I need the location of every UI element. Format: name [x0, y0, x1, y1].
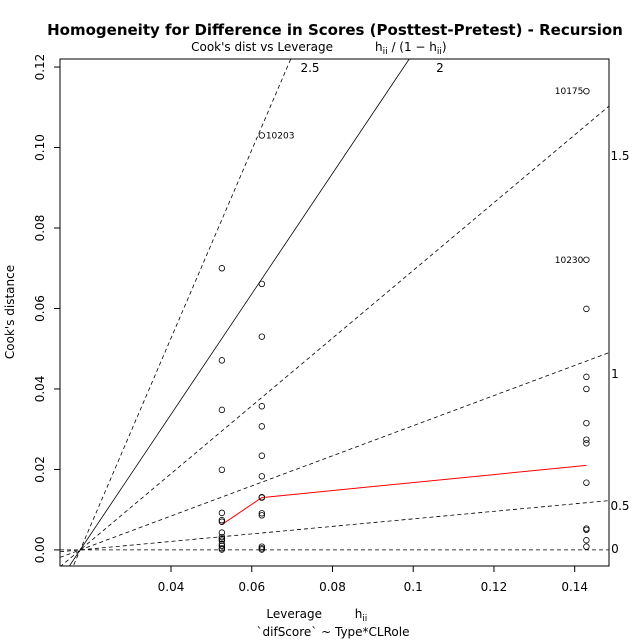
smooth-line [221, 464, 587, 525]
data-point [218, 518, 226, 525]
data-point [583, 419, 590, 427]
y-tick-label: 0.12 [33, 54, 47, 81]
data-point [218, 265, 226, 272]
point-label-10203: 10203 [266, 131, 295, 141]
chart-title: Homogeneity for Difference in Scores (Po… [47, 21, 623, 39]
y-tick-label: 0.08 [33, 215, 47, 242]
data-point [218, 406, 226, 414]
contour-label-2: 2 [436, 61, 444, 75]
y-axis-label: Cook's distance [3, 265, 17, 359]
contour-line-0-5 [60, 500, 609, 553]
data-point [258, 333, 266, 340]
x-axis-label-symbol: hii [355, 607, 368, 624]
data-point [583, 373, 590, 381]
point-label-10175: 10175 [555, 87, 584, 97]
x-tick-label: 0.08 [319, 580, 346, 594]
data-point [258, 452, 266, 459]
contour-line-2-5 [72, 59, 292, 566]
data-point [583, 479, 590, 486]
y-tick-label: 0.02 [33, 456, 47, 483]
data-point [218, 535, 226, 543]
x-tick-label: 0.14 [561, 580, 588, 594]
y-tick-label: 0.10 [33, 134, 47, 161]
y-tick-label: 0.00 [33, 537, 47, 564]
data-point [258, 473, 266, 480]
data-point [218, 529, 226, 536]
data-point [583, 537, 590, 544]
x-axis-caption: `difScore` ~ Type*CLRole [257, 625, 410, 639]
data-point [583, 526, 590, 533]
data-point [258, 403, 266, 410]
data-point [583, 436, 590, 443]
data-point [258, 423, 266, 430]
axes: 0.04 0.06 0.08 0.1 0.12 0.14 0.00 0.02 0.04 0.06 0… [33, 54, 588, 594]
contour-label-1: 1 [611, 367, 619, 381]
data-point [583, 305, 590, 313]
data-point [258, 512, 266, 519]
x-tick-label: 0.1 [404, 580, 423, 594]
chart-subtitle-formula: hii / (1 − hii) [375, 40, 447, 57]
data-point [218, 546, 226, 553]
data-point [258, 543, 266, 550]
data-point [218, 516, 226, 524]
data-point [583, 87, 590, 95]
chart-subtitle: Cook's dist vs Leverage [191, 40, 333, 54]
contour-line-1 [60, 352, 609, 558]
data-point [583, 543, 590, 550]
contour-label-0-5: 0.5 [610, 499, 629, 513]
contour-label-2-5: 2.5 [300, 61, 319, 75]
data-point [258, 546, 266, 553]
data-point [218, 466, 226, 474]
contour-label-0: 0 [611, 542, 619, 556]
plot-area: 10203 10175 10230 [60, 59, 609, 566]
x-axis-label: Leverage [266, 607, 322, 621]
data-point [583, 440, 590, 447]
data-point [258, 494, 266, 501]
data-point [218, 533, 226, 541]
x-tick-label: 0.04 [158, 580, 185, 594]
contour-line-1-5 [60, 105, 609, 566]
plot-frame [59, 58, 610, 567]
y-tick-label: 0.06 [33, 295, 47, 322]
data-point [218, 542, 226, 550]
x-tick-label: 0.12 [481, 580, 508, 594]
data-point [258, 280, 266, 288]
y-tick-label: 0.04 [33, 376, 47, 403]
point-label-10230: 10230 [555, 256, 584, 266]
data-point [583, 385, 590, 393]
x-tick-label: 0.06 [238, 580, 265, 594]
data-point [258, 510, 266, 517]
data-point [258, 132, 266, 139]
contour-line-2 [68, 59, 410, 566]
data-point [218, 357, 226, 364]
data-point [583, 256, 590, 263]
data-point [218, 509, 226, 517]
contour-labels: 2.5 2 1.5 1 0.5 0 [300, 61, 629, 556]
contour-label-1-5: 1.5 [610, 149, 629, 163]
